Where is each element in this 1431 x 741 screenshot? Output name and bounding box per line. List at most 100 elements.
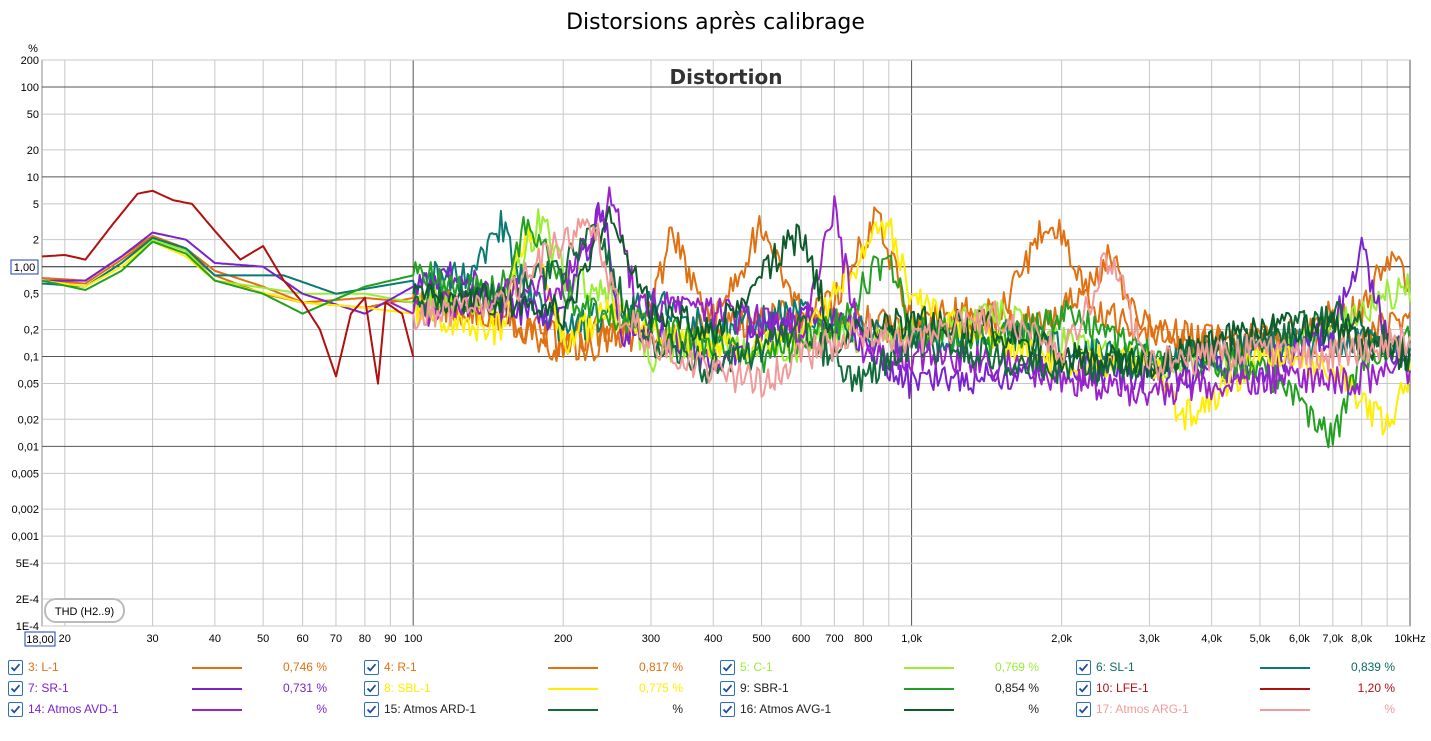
series-checkbox[interactable]: [364, 702, 379, 717]
series-checkbox[interactable]: [1076, 681, 1091, 696]
series-swatch: [904, 667, 954, 669]
x-tick-label: 300: [642, 633, 660, 645]
y-tick-label: 0,01: [18, 441, 39, 453]
cursor-x-box[interactable]: [24, 631, 56, 647]
series-value: 0,817 %: [638, 660, 683, 674]
series-checkbox[interactable]: [1076, 660, 1091, 675]
x-tick-label: 7,0k: [1322, 633, 1343, 645]
series-line-6[interactable]: [41, 217, 1411, 436]
series-checkbox[interactable]: [720, 681, 735, 696]
series-line-11[interactable]: [412, 205, 1411, 381]
legend-item: 3: L-1 0,746 %: [0, 658, 356, 678]
series-name: 9: SBR-1: [740, 681, 789, 695]
series-swatch: [548, 709, 598, 711]
series-value: 0,746 %: [282, 660, 327, 674]
x-tick-label: 20: [59, 633, 71, 645]
y-tick-label: 0,1: [24, 352, 39, 364]
x-tick-label: 400: [704, 633, 722, 645]
x-tick-label: 90: [384, 633, 396, 645]
x-tick-label: 2,0k: [1051, 633, 1072, 645]
series-value: %: [1384, 702, 1395, 716]
legend-item: 7: SR-1 0,731 %: [0, 679, 356, 699]
legend-row: 14: Atmos AVD-1% 15: Atmos ARD-1% 16: Atmo…: [0, 700, 1431, 720]
legend-item: 17: Atmos ARG-1%: [1068, 700, 1424, 720]
x-tick-label: 10kHz: [1394, 633, 1425, 645]
series-name: 4: R-1: [384, 660, 417, 674]
series-value: %: [672, 702, 683, 716]
series-line-8[interactable]: [41, 189, 415, 385]
series-checkbox[interactable]: [8, 681, 23, 696]
y-tick-label: 100: [21, 82, 39, 94]
series-checkbox[interactable]: [364, 660, 379, 675]
window-title: Distorsions après calibrage: [566, 10, 865, 35]
y-tick-label: 50: [27, 109, 39, 121]
series-name: 6: SL-1: [1096, 660, 1135, 674]
series-swatch: [192, 667, 242, 669]
distortion-chart[interactable]: 200 100 50 20 10 5 2 0,5 0,2 0,1 0,05 0,02 0,01 0,005…: [0, 0, 1431, 660]
series-name: 7: SR-1: [28, 681, 69, 695]
series-swatch: [548, 688, 598, 690]
series-value: 0,775 %: [638, 681, 683, 695]
y-tick-label: 0,002: [11, 504, 39, 516]
y-tick-label: 0,005: [11, 468, 39, 480]
series-swatch: [904, 688, 954, 690]
series-value: 0,731 %: [282, 681, 327, 695]
cursor-y-box[interactable]: [10, 259, 39, 275]
series-swatch: [1260, 667, 1310, 669]
thd-badge[interactable]: [44, 598, 125, 623]
y-tick-label: 200: [21, 55, 39, 67]
series-checkbox[interactable]: [8, 660, 23, 675]
series-swatch: [904, 709, 954, 711]
legend-item: 15: Atmos ARD-1%: [356, 700, 712, 720]
x-tick-label: 8,0k: [1351, 633, 1372, 645]
legend-item: 16: Atmos AVG-1%: [712, 700, 1068, 720]
series-checkbox[interactable]: [720, 660, 735, 675]
y-tick-label: 5: [33, 199, 39, 211]
series-swatch: [192, 709, 242, 711]
chart-title: Distortion: [670, 65, 783, 89]
series-line-3[interactable]: [41, 208, 1411, 382]
x-tick-label: 200: [554, 633, 572, 645]
y-tick-label: 0,5: [24, 289, 39, 301]
series-line-12[interactable]: [412, 217, 1411, 399]
y-tick-label: 0,2: [24, 324, 39, 336]
series-name: 8: SBL-1: [384, 681, 431, 695]
x-tick-label: 3,0k: [1139, 633, 1160, 645]
x-tick-label: 1,0k: [901, 633, 922, 645]
legend-row: 7: SR-1 0,731 % 8: SBL-1 0,775 % 9: SBR-1 0,8…: [0, 679, 1431, 699]
legend-item: 9: SBR-1 0,854 %: [712, 679, 1068, 699]
y-axis-label: %: [28, 43, 38, 55]
series-line-10[interactable]: [412, 223, 1411, 393]
series-value: 1,20 %: [1357, 681, 1395, 695]
x-tick-label: 30: [146, 633, 158, 645]
series-name: 5: C-1: [740, 660, 773, 674]
series-name: 17: Atmos ARG-1: [1096, 702, 1189, 716]
series-value: %: [316, 702, 327, 716]
x-tick-label: 4,0k: [1201, 633, 1222, 645]
x-tick-label: 800: [854, 633, 872, 645]
series-swatch: [1260, 709, 1310, 711]
x-tick-label: 100: [404, 633, 422, 645]
series-name: 10: LFE-1: [1096, 681, 1149, 695]
series-checkbox[interactable]: [8, 702, 23, 717]
series-value: 0,839 %: [1350, 660, 1395, 674]
y-tick-label: 5E-4: [16, 558, 39, 570]
legend-item: 8: SBL-1 0,775 %: [356, 679, 712, 699]
x-tick-label: 500: [752, 633, 770, 645]
x-tick-label: 6,0k: [1289, 633, 1310, 645]
legend-row: 3: L-1 0,746 % 4: R-1 0,817 % 5: C-1 0,769 % 6…: [0, 658, 1431, 678]
x-tick-label: 5,0k: [1250, 633, 1271, 645]
y-tick-label: 0,05: [18, 379, 39, 391]
x-tick-label: 50: [257, 633, 269, 645]
series-swatch: [1260, 688, 1310, 690]
series-swatch: [548, 667, 598, 669]
x-tick-label: 80: [359, 633, 371, 645]
series-checkbox[interactable]: [364, 681, 379, 696]
x-tick-label: 600: [792, 633, 810, 645]
x-tick-label: 70: [330, 633, 342, 645]
y-tick-label: 2: [33, 235, 39, 247]
series-checkbox[interactable]: [1076, 702, 1091, 717]
y-tick-label: 2E-4: [16, 594, 39, 606]
series-name: 14: Atmos AVD-1: [28, 702, 119, 716]
series-checkbox[interactable]: [720, 702, 735, 717]
